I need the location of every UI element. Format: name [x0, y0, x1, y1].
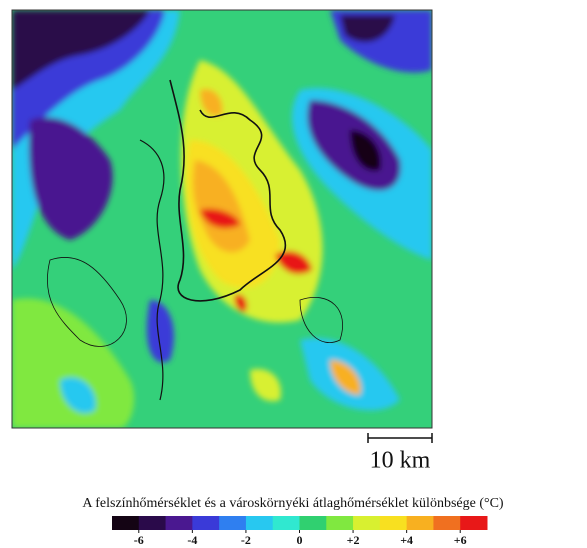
- colorbar-cell: [139, 516, 166, 530]
- colorbar-cell: [380, 516, 407, 530]
- colorbar-cell: [166, 516, 193, 530]
- colorbar-cell: [460, 516, 487, 530]
- colorbar-tick-label: -2: [241, 533, 251, 547]
- colorbar-cell: [219, 516, 246, 530]
- colorbar-cell: [300, 516, 327, 530]
- scale-label: 10 km: [370, 448, 431, 474]
- temperature-map: [12, 10, 432, 428]
- page: 10 km A felszínhőmérséklet és a városkör…: [0, 0, 587, 548]
- colorbar-cell: [326, 516, 353, 530]
- colorbar-tick-label: +6: [454, 533, 467, 547]
- colorbar-tick-label: +4: [400, 533, 413, 547]
- colorbar-cell: [192, 516, 219, 530]
- scale-bar: [368, 433, 432, 443]
- colorbar-cell: [433, 516, 460, 530]
- colorbar-cell: [353, 516, 380, 530]
- colorbar-tick-label: +2: [347, 533, 360, 547]
- colorbar-tick-label: -6: [134, 533, 144, 547]
- colorbar-cell: [407, 516, 434, 530]
- colorbar-cell: [273, 516, 300, 530]
- colorbar-tick-label: 0: [297, 533, 303, 547]
- colorbar-cell: [246, 516, 273, 530]
- colorbar-tick-label: -4: [187, 533, 197, 547]
- legend-title: A felszínhőmérséklet és a városkörnyéki …: [82, 496, 504, 511]
- colorbar-cell: [112, 516, 139, 530]
